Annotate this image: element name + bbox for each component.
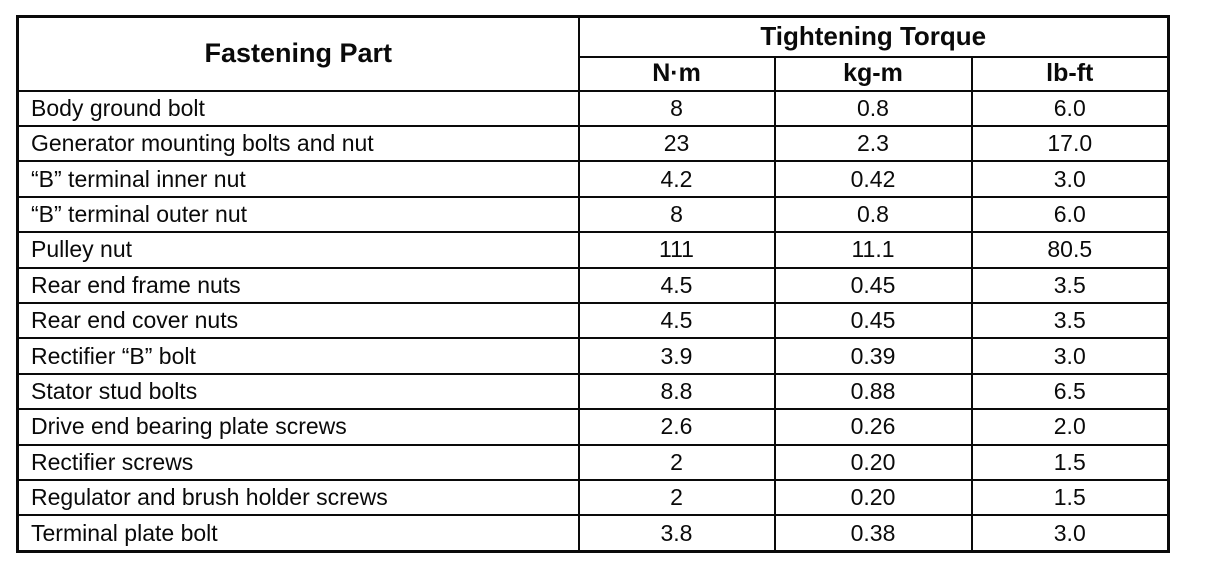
lbft-cell: 2.0: [970, 408, 1170, 446]
table-row: Rear end frame nuts 4.5 0.45 3.5: [16, 266, 1170, 304]
lbft-cell: 6.0: [970, 195, 1170, 234]
unit-header-kgm: kg-m: [773, 55, 973, 92]
kgm-cell: 2.3: [773, 124, 973, 163]
table-row: Rear end cover nuts 4.5 0.45 3.5: [16, 301, 1170, 340]
kgm-cell: 0.88: [773, 372, 973, 411]
lbft-cell: 3.5: [970, 301, 1170, 340]
kgm-cell: 11.1: [773, 231, 973, 269]
nm-cell: 4.2: [577, 160, 776, 198]
part-cell: “B” terminal inner nut: [16, 160, 580, 198]
part-cell: Body ground bolt: [16, 89, 580, 127]
tightening-torque-header: Tightening Torque: [577, 15, 1170, 58]
unit-header-lbft: lb-ft: [970, 55, 1170, 92]
lbft-cell: 6.5: [970, 372, 1170, 411]
header-row-top: Fastening Part Tightening Torque: [16, 15, 1170, 92]
table-row: Terminal plate bolt 3.8 0.38 3.0: [16, 514, 1170, 553]
table-row: Regulator and brush holder screws 2 0.20…: [16, 478, 1170, 517]
kgm-cell: 0.20: [773, 443, 973, 481]
part-cell: Regulator and brush holder screws: [16, 478, 580, 517]
kgm-cell: 0.42: [773, 160, 973, 198]
table-row: Stator stud bolts 8.8 0.88 6.5: [16, 372, 1170, 411]
kgm-cell: 0.39: [773, 337, 973, 375]
table-row: Rectifier screws 2 0.20 1.5: [16, 443, 1170, 481]
table-row: “B” terminal inner nut 4.2 0.42 3.0: [16, 160, 1170, 198]
kgm-cell: 0.8: [773, 195, 973, 234]
nm-cell: 3.9: [577, 337, 776, 375]
nm-cell: 8: [577, 195, 776, 234]
nm-cell: 3.8: [577, 514, 776, 553]
lbft-cell: 1.5: [970, 478, 1170, 517]
kgm-cell: 0.20: [773, 478, 973, 517]
lbft-cell: 3.5: [970, 266, 1170, 304]
lbft-cell: 80.5: [970, 231, 1170, 269]
nm-cell: 2: [577, 478, 776, 517]
table-row: Rectifier “B” bolt 3.9 0.39 3.0: [16, 337, 1170, 375]
unit-header-nm: N·m: [577, 55, 776, 92]
lbft-cell: 3.0: [970, 160, 1170, 198]
table-row: Body ground bolt 8 0.8 6.0: [16, 89, 1170, 127]
part-cell: Rear end cover nuts: [16, 301, 580, 340]
lbft-cell: 3.0: [970, 337, 1170, 375]
lbft-cell: 17.0: [970, 124, 1170, 163]
part-cell: “B” terminal outer nut: [16, 195, 580, 234]
kgm-cell: 0.45: [773, 301, 973, 340]
fastening-part-header: Fastening Part: [16, 15, 580, 92]
nm-cell: 2.6: [577, 408, 776, 446]
nm-cell: 23: [577, 124, 776, 163]
table-row: Drive end bearing plate screws 2.6 0.26 …: [16, 408, 1170, 446]
header-row-units: N·m kg-m lb-ft: [18, 55, 1170, 92]
part-cell: Generator mounting bolts and nut: [16, 124, 580, 163]
table-row: Pulley nut 111 11.1 80.5: [16, 231, 1170, 269]
nm-cell: 8: [577, 89, 776, 127]
nm-cell: 4.5: [577, 266, 776, 304]
lbft-cell: 6.0: [970, 89, 1170, 127]
part-cell: Rectifier screws: [16, 443, 580, 481]
kgm-cell: 0.26: [773, 408, 973, 446]
part-cell: Pulley nut: [16, 231, 580, 269]
tightening-torque-table: Fastening Part Tightening Torque N·m kg-…: [16, 15, 1171, 553]
table-body: Body ground bolt 8 0.8 6.0 Generator mou…: [16, 89, 1170, 553]
lbft-cell: 3.0: [970, 514, 1170, 553]
nm-cell: 4.5: [577, 301, 776, 340]
part-cell: Rectifier “B” bolt: [16, 337, 580, 375]
kgm-cell: 0.38: [773, 514, 973, 553]
table-row: “B” terminal outer nut 8 0.8 6.0: [16, 195, 1170, 234]
nm-cell: 2: [577, 443, 776, 481]
part-cell: Rear end frame nuts: [16, 266, 580, 304]
kgm-cell: 0.8: [773, 89, 973, 127]
lbft-cell: 1.5: [970, 443, 1170, 481]
part-cell: Stator stud bolts: [16, 372, 580, 411]
nm-cell: 8.8: [577, 372, 776, 411]
table-row: Generator mounting bolts and nut 23 2.3 …: [16, 124, 1170, 163]
nm-cell: 111: [577, 231, 776, 269]
part-cell: Drive end bearing plate screws: [16, 408, 580, 446]
part-cell: Terminal plate bolt: [16, 514, 580, 553]
kgm-cell: 0.45: [773, 266, 973, 304]
